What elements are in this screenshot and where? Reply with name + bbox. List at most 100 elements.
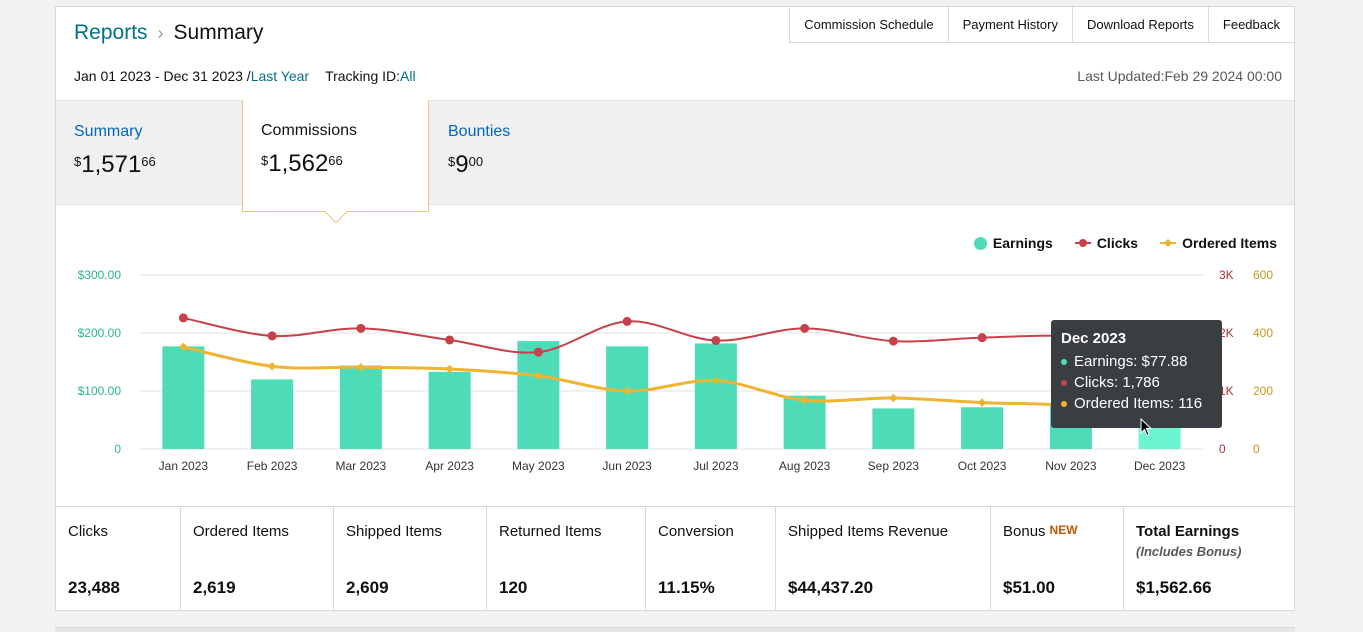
currency-symbol: $ xyxy=(74,154,82,169)
earnings-bar xyxy=(694,343,737,449)
metric-conversion: Conversion 11.15% xyxy=(646,507,776,611)
metric-value: $51.00 xyxy=(1003,578,1055,597)
chevron-right-icon: › xyxy=(157,22,164,43)
y-left-tick-label: $200.00 xyxy=(78,326,122,340)
tab-commissions[interactable]: Commissions $ 1,562 66 xyxy=(242,100,429,224)
clicks-point xyxy=(356,323,366,333)
tooltip-ordered-row: Ordered Items: 116 xyxy=(1061,395,1212,412)
metric-label: Clicks xyxy=(68,523,108,540)
x-tick-label: Oct 2023 xyxy=(958,459,1007,473)
x-tick-label: Aug 2023 xyxy=(779,459,831,473)
metric-label: Bonus NEW xyxy=(1003,523,1123,540)
legend-earnings-label: Earnings xyxy=(992,235,1053,251)
metric-value: 2,619 xyxy=(193,578,236,597)
breadcrumb-reports-link[interactable]: Reports xyxy=(74,21,148,44)
y-right-ordered-tick-label: 400 xyxy=(1253,326,1273,340)
metric-total-earnings: Total Earnings (Includes Bonus) $1,562.6… xyxy=(1124,507,1294,611)
legend-ordered-marker xyxy=(1160,239,1177,247)
metric-label-text: Bonus xyxy=(1003,523,1046,540)
tab-bounties-label: Bounties xyxy=(448,123,511,140)
y-right-clicks-tick-label: 0 xyxy=(1219,442,1226,456)
feedback-button[interactable]: Feedback xyxy=(1208,6,1295,43)
metric-value: 23,488 xyxy=(68,578,120,597)
earnings-bar xyxy=(251,379,294,449)
legend-clicks-marker xyxy=(1074,239,1091,247)
x-tick-label: Sep 2023 xyxy=(868,459,920,473)
date-preset-link[interactable]: Last Year xyxy=(250,68,310,84)
y-right-clicks-tick-label: 3K xyxy=(1219,268,1234,282)
legend-earnings[interactable]: Earnings xyxy=(973,235,1053,251)
metric-value: 2,609 xyxy=(346,578,389,597)
metric-label: Ordered Items xyxy=(193,523,289,540)
new-badge: NEW xyxy=(1049,523,1078,537)
page-title: Summary xyxy=(173,21,264,44)
ordered-items-point xyxy=(267,362,277,371)
metric-label: Shipped Items Revenue xyxy=(788,523,949,540)
amount-dollars: 1,571 xyxy=(81,151,142,178)
amount-dollars: 9 xyxy=(455,151,469,178)
breadcrumb: Reports › Summary xyxy=(74,21,263,45)
x-tick-label: May 2023 xyxy=(512,459,565,473)
earnings-bar xyxy=(961,407,1004,449)
tab-summary[interactable]: Summary $ 1,571 66 xyxy=(56,101,242,206)
ordered-items-point xyxy=(800,396,809,405)
ordered-items-point xyxy=(534,371,543,381)
clicks-point xyxy=(800,323,810,333)
tooltip-earnings-dot xyxy=(1061,358,1067,365)
y-right-clicks-tick-label: 1K xyxy=(1219,384,1234,398)
tab-commissions-label: Commissions xyxy=(261,122,358,139)
earnings-bar xyxy=(783,395,826,449)
tooltip-clicks: Clicks: 1,786 xyxy=(1074,374,1160,391)
download-reports-button[interactable]: Download Reports xyxy=(1072,6,1209,43)
tooltip-ordered: Ordered Items: 116 xyxy=(1074,395,1203,412)
ordered-items-point xyxy=(445,364,454,374)
metric-shipped-items: Shipped Items 2,609 xyxy=(334,507,487,611)
date-range-text: Jan 01 2023 - Dec 31 2023 / xyxy=(74,68,251,84)
ordered-items-point xyxy=(179,342,188,352)
legend-clicks-label: Clicks xyxy=(1096,235,1139,251)
earnings-bar xyxy=(517,341,560,449)
tooltip-clicks-row: Clicks: 1,786 xyxy=(1061,374,1212,391)
metrics-row: Clicks 23,488 Ordered Items 2,619 Shippe… xyxy=(56,506,1294,611)
commission-schedule-button[interactable]: Commission Schedule xyxy=(789,6,949,43)
amount-cents: 66 xyxy=(328,153,343,168)
y-right-clicks-tick-label: 2K xyxy=(1219,326,1234,340)
amount-cents: 66 xyxy=(141,154,156,169)
clicks-line xyxy=(183,316,1160,354)
chart-tooltip: Dec 2023 Earnings: $77.88 Clicks: 1,786 … xyxy=(1051,320,1222,428)
x-tick-label: Feb 2023 xyxy=(247,459,298,473)
earnings-bar xyxy=(339,365,382,449)
y-left-tick-label: 0 xyxy=(114,442,121,456)
tooltip-earnings-row: Earnings: $77.88 xyxy=(1061,353,1212,370)
y-right-ordered-tick-label: 0 xyxy=(1253,442,1260,456)
legend-ordered-items[interactable]: Ordered Items xyxy=(1160,235,1277,251)
ordered-items-line xyxy=(183,345,1160,417)
next-card-edge xyxy=(55,627,1295,632)
clicks-point xyxy=(977,333,987,343)
ordered-items-point xyxy=(889,393,898,403)
ordered-items-point xyxy=(356,362,366,372)
tracking-id-link[interactable]: All xyxy=(400,68,416,84)
legend-clicks[interactable]: Clicks xyxy=(1074,235,1139,251)
currency-symbol: $ xyxy=(261,153,269,168)
clicks-point xyxy=(711,336,721,346)
legend-earnings-dot xyxy=(973,236,987,250)
metric-label: Shipped Items xyxy=(346,523,442,540)
x-tick-label: Jul 2023 xyxy=(693,459,739,473)
tab-summary-amount: $ 1,571 66 xyxy=(74,151,242,179)
chart-legend: Earnings Clicks Ordered Items xyxy=(973,235,1277,251)
payment-history-button[interactable]: Payment History xyxy=(948,6,1073,43)
earnings-bar xyxy=(872,408,915,449)
reports-card: Reports › Summary Commission Schedule Pa… xyxy=(55,6,1295,611)
y-left-tick-label: $300.00 xyxy=(78,268,122,282)
x-tick-label: Mar 2023 xyxy=(336,459,387,473)
mouse-cursor-icon xyxy=(1140,418,1153,437)
tab-summary-label: Summary xyxy=(74,123,143,140)
report-tabs: Summary $ 1,571 66 Commissions $ 1,562 6… xyxy=(56,100,1294,224)
clicks-point xyxy=(622,316,632,326)
metric-label: Returned Items xyxy=(499,523,602,540)
earnings-bar xyxy=(606,346,649,449)
tab-bounties[interactable]: Bounties $ 9 00 xyxy=(430,101,616,206)
earnings-bar xyxy=(162,346,205,449)
metric-bonus: Bonus NEW $51.00 xyxy=(991,507,1124,611)
